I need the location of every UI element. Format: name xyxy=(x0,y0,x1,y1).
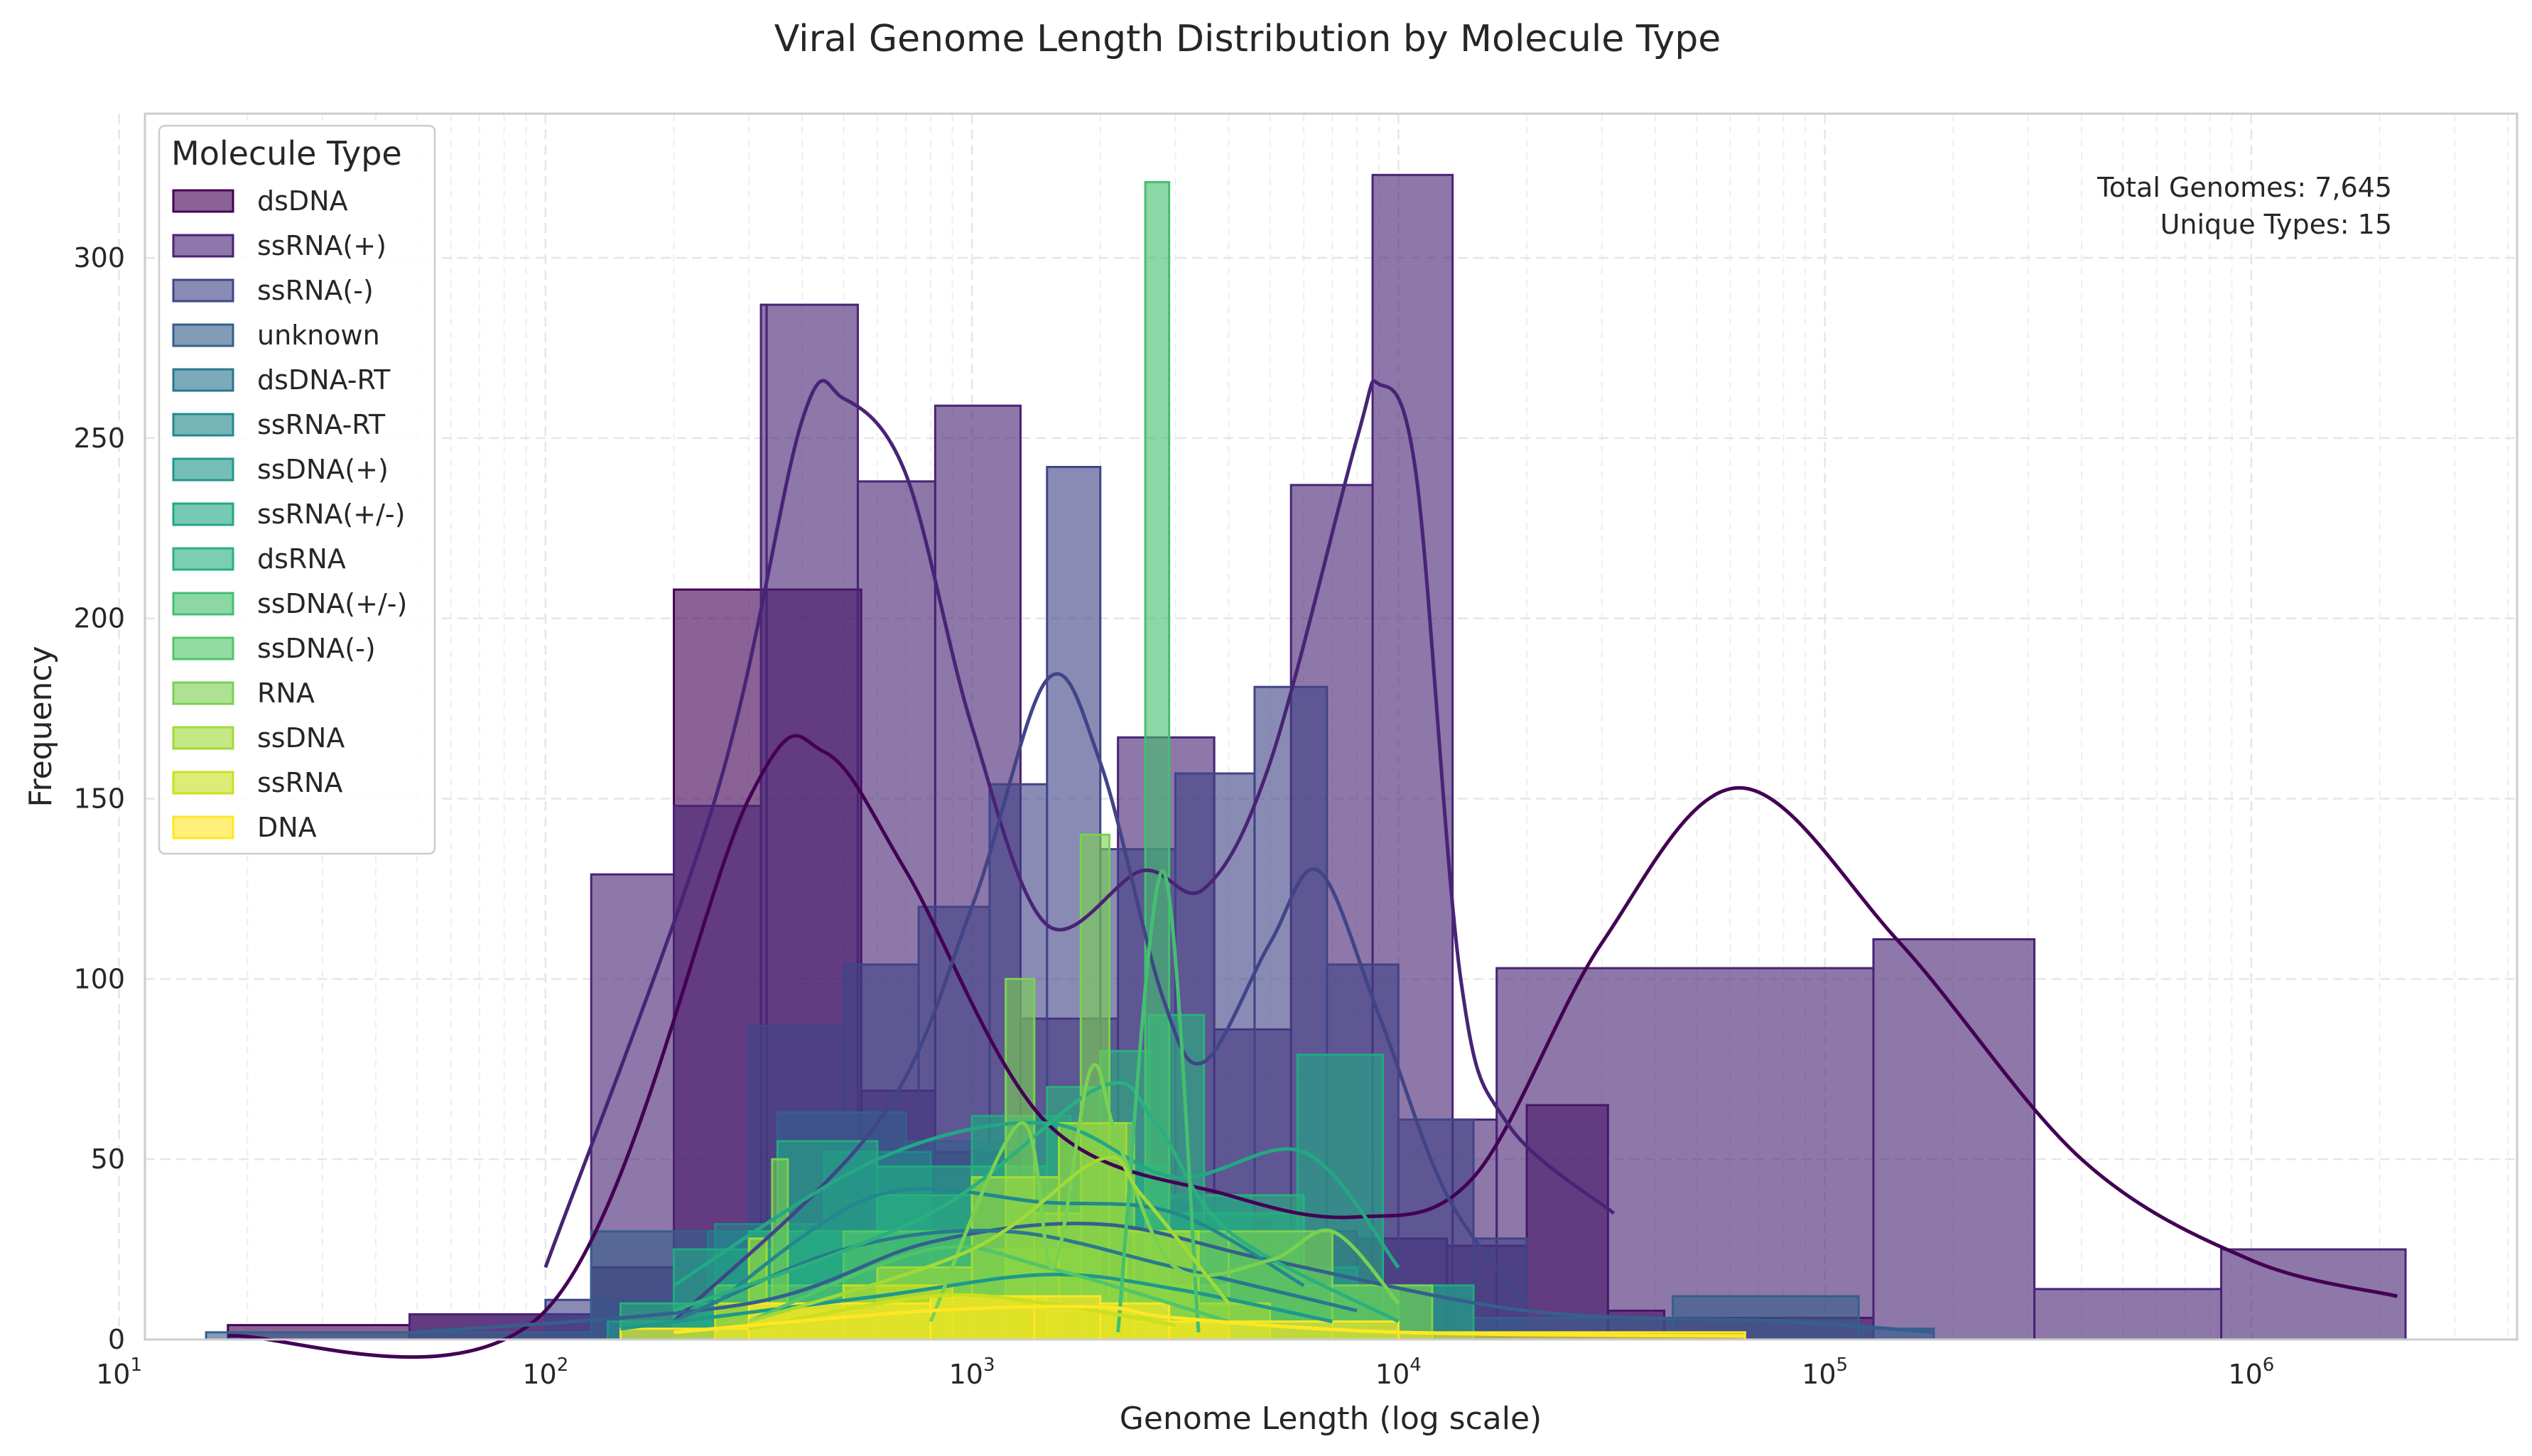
kde-line-ssRNA(-) xyxy=(672,672,1529,1323)
legend-swatch xyxy=(172,234,234,258)
legend-label: ssDNA(+) xyxy=(257,454,389,485)
annotation-line: Unique Types: 15 xyxy=(2160,209,2392,240)
chart-title: Viral Genome Length Distribution by Mole… xyxy=(774,18,1721,60)
legend-label: DNA xyxy=(257,812,317,843)
y-tick-label: 150 xyxy=(73,783,125,815)
y-tick-label: 200 xyxy=(73,603,125,634)
legend-swatch xyxy=(172,413,234,437)
legend-swatch xyxy=(172,592,234,616)
legend-label: ssRNA xyxy=(257,767,342,798)
legend-swatch xyxy=(172,547,234,571)
histogram-bars xyxy=(205,173,2407,1341)
legend-swatch xyxy=(172,771,234,795)
legend-swatch xyxy=(172,502,234,526)
legend-label: dsRNA xyxy=(257,543,346,575)
legend-label: ssDNA(-) xyxy=(257,633,376,664)
legend-label: ssDNA xyxy=(257,722,345,754)
legend-label: ssRNA(+/-) xyxy=(257,499,405,530)
kde-line-DNA xyxy=(673,1305,1746,1338)
y-tick-label: 100 xyxy=(73,963,125,994)
y-tick-label: 300 xyxy=(73,242,125,273)
legend-swatch xyxy=(172,815,234,840)
x-tick-label: 104 xyxy=(1375,1354,1422,1390)
legend-label: ssRNA(-) xyxy=(257,275,374,306)
legend-label: ssDNA(+/-) xyxy=(257,588,407,619)
legend-title: Molecule Type xyxy=(171,134,402,173)
legend: Molecule Type dsDNA ssRNA(+) ssRNA(-) unknow… xyxy=(158,124,436,855)
x-tick-label: 105 xyxy=(1802,1354,1848,1390)
histogram-bar xyxy=(2033,1288,2223,1341)
kde-line-unknown xyxy=(416,1222,1935,1335)
kde-line-ssDNA xyxy=(748,1155,1230,1323)
legend-swatch xyxy=(172,636,234,661)
kde-line-ssDNA(+/-) xyxy=(1116,869,1201,1333)
legend-swatch xyxy=(172,681,234,705)
x-axis-ticks: 101 102 103 104 105 106 xyxy=(96,1354,2274,1390)
kde-line-ssRNA xyxy=(748,1293,1176,1331)
kde-line-ssDNA(-) xyxy=(748,1244,1230,1323)
annotation-box: Total Genomes: 7,645 Unique Types: 15 xyxy=(2097,172,2392,240)
legend-label: dsDNA-RT xyxy=(257,364,391,396)
y-axis-label: Frequency xyxy=(23,646,59,807)
legend-label: RNA xyxy=(257,678,315,709)
kde-line-ssRNA(+) xyxy=(543,379,1616,1268)
x-tick-label: 101 xyxy=(96,1354,142,1390)
plot-frame xyxy=(144,112,2519,1341)
legend-frame xyxy=(158,124,436,855)
legend-swatch xyxy=(172,323,234,347)
legend-swatch xyxy=(172,189,234,213)
histogram-bar xyxy=(1144,180,1171,1341)
histogram-bar xyxy=(1495,967,1875,1341)
x-tick-label: 103 xyxy=(949,1354,995,1390)
legend-label: ssRNA(+) xyxy=(257,230,386,261)
x-axis-label: Genome Length (log scale) xyxy=(1120,1401,1542,1437)
series-bars-ssDNA(+/-) xyxy=(1144,180,1171,1341)
legend-label: ssRNA-RT xyxy=(257,409,386,440)
histogram-bar xyxy=(1872,938,2036,1341)
legend-swatch xyxy=(172,457,234,482)
kde-line-dsDNA xyxy=(227,734,2398,1359)
kde-line-RNA xyxy=(929,1063,1400,1322)
legend-swatch xyxy=(172,726,234,750)
kde-curves xyxy=(227,379,2398,1359)
kde-line-dsRNA xyxy=(673,1081,1400,1323)
x-tick-label: 102 xyxy=(522,1354,568,1390)
kde-line-ssRNA(+/-) xyxy=(673,1121,1400,1288)
x-tick-label: 106 xyxy=(2228,1354,2274,1390)
histogram-bar xyxy=(2220,1248,2407,1341)
legend-label: unknown xyxy=(257,320,380,351)
legend-label: dsDNA xyxy=(257,185,348,217)
y-axis-ticks: 0 50 100 150 200 250 300 xyxy=(73,242,125,1355)
kde-line-ssRNA-RT xyxy=(714,1187,1305,1305)
y-tick-label: 250 xyxy=(73,423,125,454)
legend-swatch xyxy=(172,278,234,303)
y-tick-label: 50 xyxy=(91,1143,125,1175)
legend-swatch xyxy=(172,368,234,392)
y-tick-label: 0 xyxy=(108,1324,125,1355)
histogram-bar xyxy=(929,1295,1036,1341)
annotation-line: Total Genomes: 7,645 xyxy=(2097,172,2392,203)
